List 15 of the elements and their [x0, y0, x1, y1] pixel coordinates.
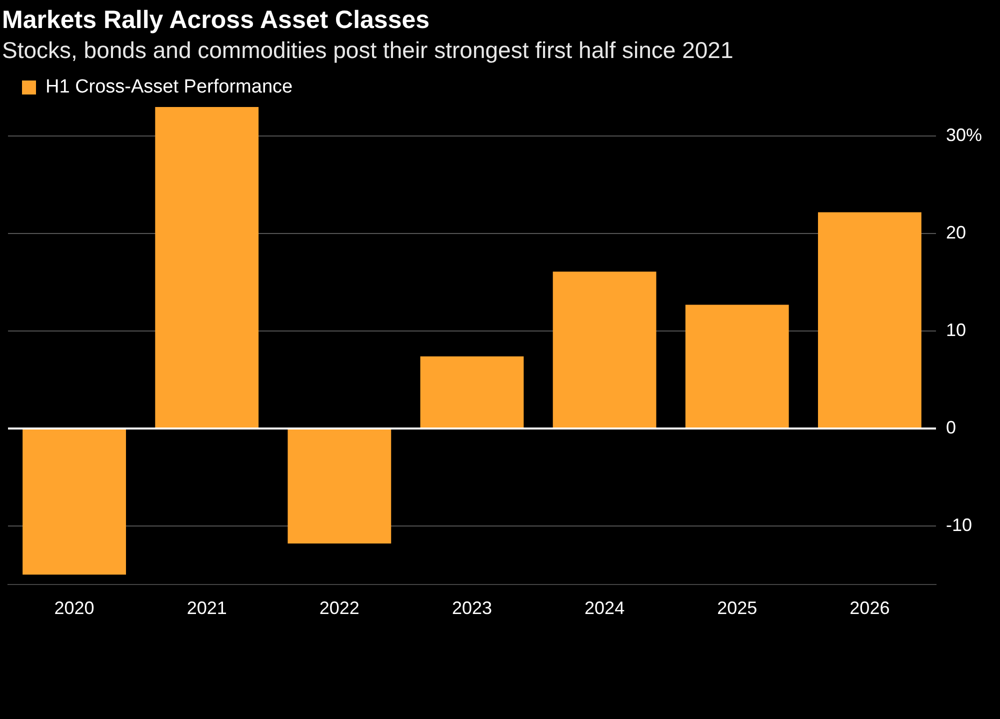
legend-label: H1 Cross-Asset Performance [46, 76, 293, 98]
x-tick-label: 2025 [717, 598, 758, 618]
y-tick-label: 0 [946, 417, 956, 438]
chart-title: Markets Rally Across Asset Classes [2, 6, 431, 35]
y-tick-label: 10 [946, 320, 966, 340]
x-tick-label: 2020 [54, 598, 94, 618]
y-tick-label: 30% [946, 125, 982, 146]
y-tick-label: -10 [946, 514, 972, 535]
x-tick-label: 2026 [850, 598, 890, 618]
x-tick-label: 2021 [186, 598, 227, 618]
chart-subtitle: Stocks, bonds and commodities post their strongest first half since 2021 [2, 37, 734, 64]
x-tick-label: 2024 [584, 598, 625, 618]
x-tick-label: 2023 [452, 598, 492, 618]
y-tick-label: 20 [946, 222, 966, 243]
x-tick-label: 2022 [319, 598, 360, 618]
